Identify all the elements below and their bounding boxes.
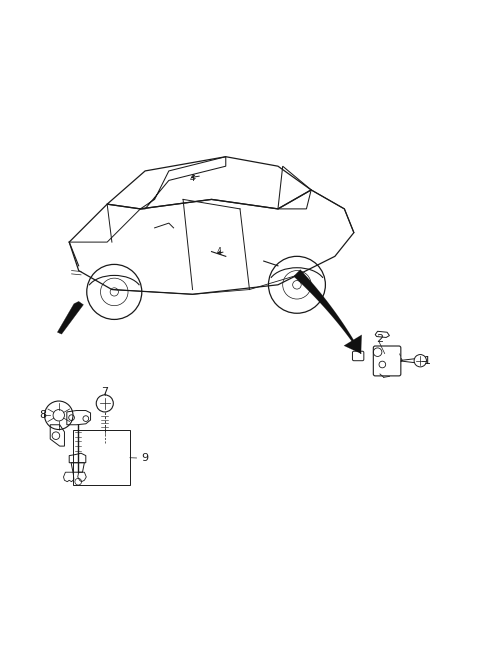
Text: 9: 9 (142, 453, 149, 463)
Text: 4: 4 (190, 174, 195, 183)
Polygon shape (294, 270, 361, 354)
Text: 4: 4 (216, 247, 221, 256)
Bar (73, 430, 130, 485)
Polygon shape (57, 301, 84, 334)
Text: 2: 2 (376, 334, 384, 344)
Text: 8: 8 (39, 410, 47, 421)
Text: 7: 7 (101, 387, 108, 397)
Polygon shape (344, 335, 362, 354)
Text: 1: 1 (424, 356, 431, 365)
